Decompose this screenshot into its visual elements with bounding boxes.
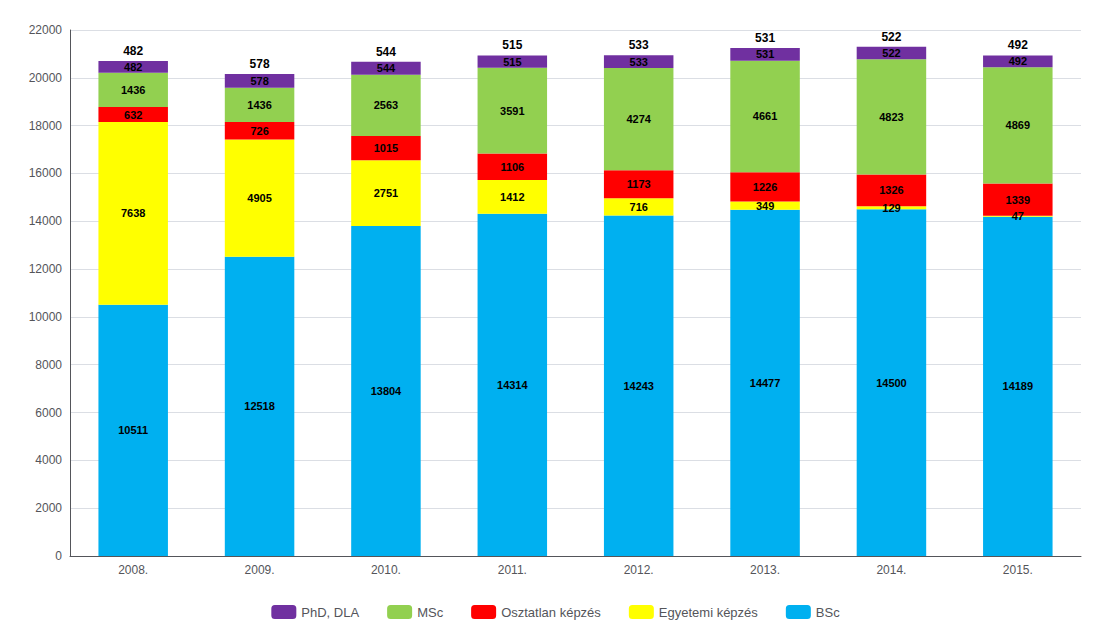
svg-text:515: 515 [503, 56, 521, 68]
svg-text:12518: 12518 [244, 400, 275, 412]
svg-text:16000: 16000 [29, 166, 63, 180]
svg-text:578: 578 [250, 75, 268, 87]
svg-text:632: 632 [124, 109, 142, 121]
svg-text:14500: 14500 [876, 377, 907, 389]
svg-text:522: 522 [881, 30, 901, 44]
svg-text:1436: 1436 [247, 99, 271, 111]
svg-text:492: 492 [1008, 38, 1028, 52]
svg-text:2011.: 2011. [498, 563, 527, 577]
svg-text:349: 349 [756, 200, 774, 212]
svg-text:PhD, DLA: PhD, DLA [301, 605, 359, 620]
svg-text:22000: 22000 [29, 23, 63, 37]
svg-text:1339: 1339 [1006, 194, 1030, 206]
svg-text:MSc: MSc [417, 605, 444, 620]
svg-text:14243: 14243 [623, 380, 654, 392]
svg-text:2014.: 2014. [876, 563, 906, 577]
svg-text:2009.: 2009. [245, 563, 275, 577]
svg-text:2010.: 2010. [371, 563, 401, 577]
svg-text:1015: 1015 [374, 142, 398, 154]
svg-text:482: 482 [123, 44, 143, 58]
svg-text:7638: 7638 [121, 207, 145, 219]
svg-text:1106: 1106 [500, 161, 524, 173]
svg-text:47: 47 [1012, 210, 1024, 222]
svg-text:2751: 2751 [374, 187, 398, 199]
svg-text:726: 726 [250, 125, 268, 137]
svg-text:492: 492 [1009, 55, 1027, 67]
svg-text:10511: 10511 [118, 424, 148, 436]
svg-text:4274: 4274 [626, 113, 651, 125]
svg-text:1436: 1436 [121, 84, 145, 96]
svg-text:Egyetemi képzés: Egyetemi képzés [659, 605, 758, 620]
svg-text:2012.: 2012. [624, 563, 654, 577]
svg-text:13804: 13804 [371, 385, 402, 397]
svg-text:515: 515 [502, 38, 522, 52]
svg-text:531: 531 [755, 31, 775, 45]
svg-text:4823: 4823 [879, 111, 903, 123]
svg-text:4000: 4000 [35, 453, 62, 467]
svg-text:4869: 4869 [1006, 119, 1030, 131]
svg-text:20000: 20000 [29, 71, 63, 85]
svg-text:482: 482 [124, 61, 142, 73]
svg-text:533: 533 [630, 56, 648, 68]
svg-text:533: 533 [629, 38, 649, 52]
svg-text:12000: 12000 [29, 262, 63, 276]
svg-text:0: 0 [55, 549, 62, 563]
svg-text:544: 544 [376, 45, 396, 59]
svg-text:716: 716 [630, 201, 648, 213]
svg-text:522: 522 [882, 47, 900, 59]
svg-text:2000: 2000 [35, 501, 62, 515]
svg-text:1412: 1412 [500, 191, 524, 203]
svg-text:544: 544 [377, 62, 396, 74]
svg-text:BSc: BSc [816, 605, 840, 620]
svg-text:531: 531 [756, 48, 774, 60]
svg-text:6000: 6000 [35, 406, 62, 420]
svg-text:4905: 4905 [247, 192, 271, 204]
svg-text:10000: 10000 [29, 310, 63, 324]
svg-text:2008.: 2008. [118, 563, 148, 577]
svg-text:18000: 18000 [29, 119, 63, 133]
svg-text:3591: 3591 [500, 105, 524, 117]
svg-text:14000: 14000 [29, 214, 63, 228]
svg-text:14477: 14477 [750, 377, 781, 389]
svg-text:14314: 14314 [497, 379, 528, 391]
svg-text:2015.: 2015. [1003, 563, 1033, 577]
svg-text:129: 129 [882, 202, 900, 214]
svg-text:4661: 4661 [753, 110, 777, 122]
svg-text:1173: 1173 [627, 178, 651, 190]
svg-text:1326: 1326 [879, 184, 903, 196]
svg-text:2013.: 2013. [750, 563, 780, 577]
svg-text:578: 578 [250, 57, 270, 71]
svg-text:2563: 2563 [374, 99, 398, 111]
svg-text:1226: 1226 [753, 181, 777, 193]
svg-text:8000: 8000 [35, 358, 62, 372]
svg-text:14189: 14189 [1003, 380, 1034, 392]
svg-text:Osztatlan képzés: Osztatlan képzés [501, 605, 601, 620]
